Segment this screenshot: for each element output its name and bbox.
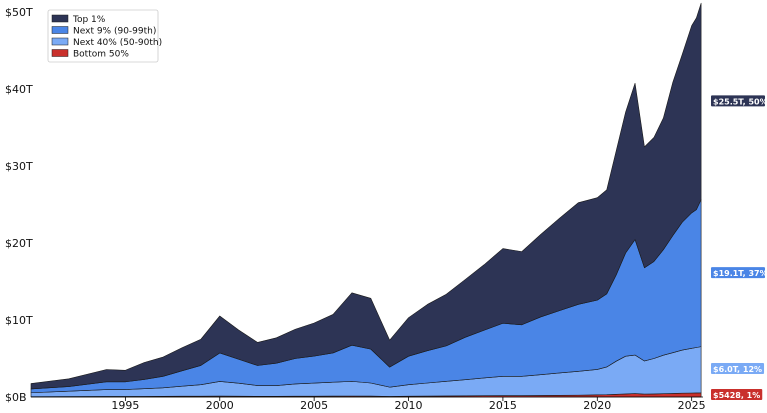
legend: Top 1% Next 9% (90-99th)Next 40% (50-90th… xyxy=(47,9,162,63)
end-labels: $25.5T, 50% $19.1T, 37% $6.0T, 12% $5428, 1… xyxy=(711,95,767,400)
end-label-text: $19.1T, 37% xyxy=(713,269,767,278)
end-label-background xyxy=(711,267,765,279)
legend-label-top-1: Top 1% xyxy=(72,15,106,25)
end-label-background xyxy=(711,363,765,374)
end-label-top-1: $25.5T, 50% xyxy=(711,95,767,107)
x-tick-label: 2010 xyxy=(395,399,423,412)
y-tick-label: $50T xyxy=(5,6,33,19)
legend-swatch-bottom-50 xyxy=(51,49,69,57)
x-tick-label: 2015 xyxy=(489,399,517,412)
y-tick-label: $20T xyxy=(5,237,33,250)
y-tick-label: $40T xyxy=(5,83,33,96)
x-tick-label: 1995 xyxy=(111,399,139,412)
y-tick-label: $30T xyxy=(5,160,33,173)
area-top-1 xyxy=(30,2,702,390)
y-axis-ticks: $0B $10T $20T $30T $40T $50T xyxy=(5,6,33,404)
legend-label-bottom-50: Bottom 50% xyxy=(73,50,129,60)
y-tick-label: $0B xyxy=(5,391,27,404)
x-axis-ticks: 1995 2000 2005 2010 2015 2020 2025 xyxy=(111,397,706,412)
x-tick-label: 2000 xyxy=(206,399,234,412)
x-tick-label: 2025 xyxy=(678,399,706,412)
end-label-next-9-90-99th: $19.1T, 37% xyxy=(711,267,767,279)
end-label-background xyxy=(711,95,765,107)
y-tick-label: $10T xyxy=(5,314,33,327)
end-label-text: $5428, 1% xyxy=(713,391,760,400)
end-label-text: $6.0T, 12% xyxy=(713,365,762,374)
end-label-next-40-50-90th: $6.0T, 12% xyxy=(711,363,765,374)
end-label-text: $25.5T, 50% xyxy=(713,97,767,106)
x-tick-label: 2005 xyxy=(300,399,328,412)
x-tick-label: 2020 xyxy=(583,399,611,412)
legend-swatch-next-9-90-99th xyxy=(51,26,69,34)
legend-label-next-40-50-90th: Next 40% (50-90th) xyxy=(73,38,162,48)
end-label-background xyxy=(711,389,763,400)
legend-swatch-top-1 xyxy=(51,14,69,23)
end-label-bottom-50: $5428, 1% xyxy=(711,389,763,400)
legend-box xyxy=(47,9,159,63)
legend-label-next-9-90-99th: Next 9% (90-99th) xyxy=(73,27,156,37)
legend-swatch-next-40-50-90th xyxy=(51,37,69,46)
